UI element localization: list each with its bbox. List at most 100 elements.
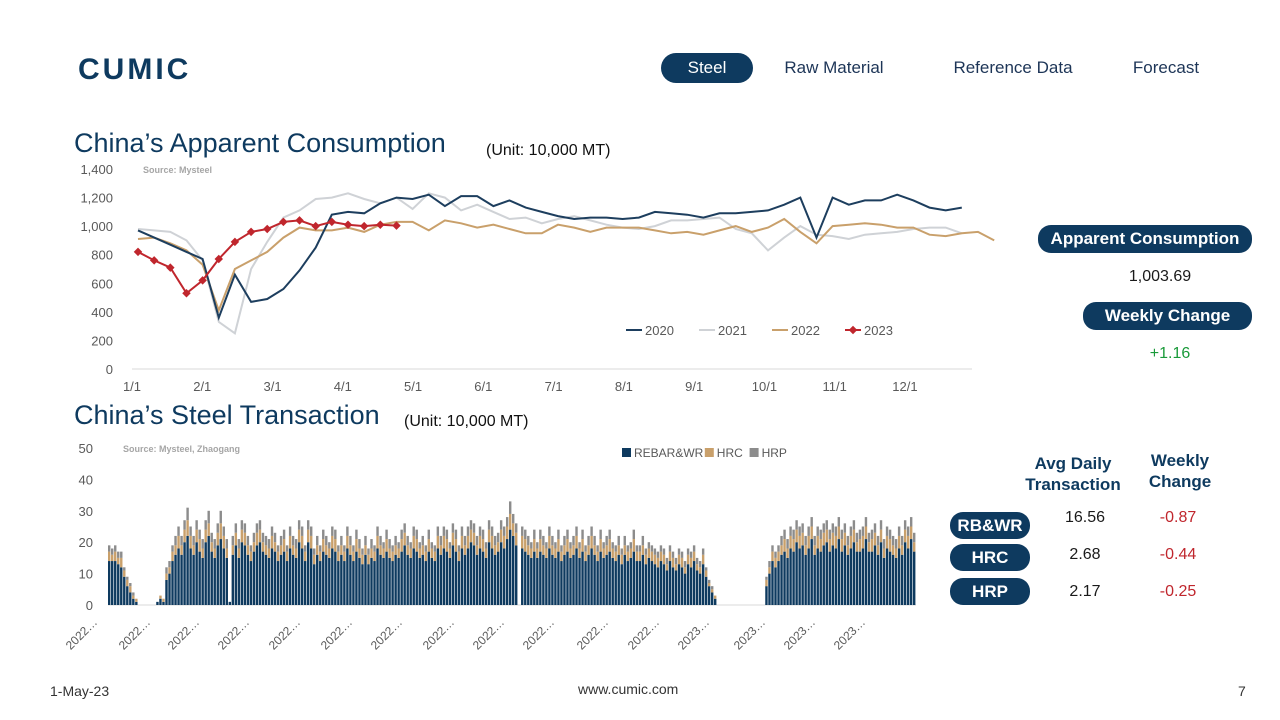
bar-segment xyxy=(294,557,298,605)
bar-segment xyxy=(505,539,509,605)
bar-segment xyxy=(584,561,587,605)
bar-segment xyxy=(873,545,877,605)
data-point-2023 xyxy=(133,247,143,257)
bar-segment xyxy=(288,548,292,605)
bar-segment xyxy=(695,570,699,605)
bar-segment xyxy=(207,523,210,536)
footer-url[interactable]: www.cumic.com xyxy=(578,681,679,697)
bar-segment xyxy=(846,535,850,546)
bar-segment xyxy=(192,545,195,555)
bar-segment xyxy=(382,557,385,605)
bar-segment xyxy=(472,545,476,605)
bar-segment xyxy=(515,545,518,605)
bar-segment xyxy=(584,551,587,562)
bar-segment xyxy=(183,520,186,530)
bar-segment xyxy=(303,545,307,552)
bar-segment xyxy=(168,567,171,574)
bar-segment xyxy=(415,551,418,605)
bar-segment xyxy=(605,545,608,555)
hrc-avg: 2.68 xyxy=(1069,546,1101,563)
hrp-avg: 2.17 xyxy=(1069,583,1101,600)
bar-segment xyxy=(650,551,654,562)
bar-segment xyxy=(894,548,898,558)
bar-segment xyxy=(120,551,123,558)
bar-segment xyxy=(786,539,789,549)
bar-segment xyxy=(578,542,581,549)
bar-segment xyxy=(325,535,328,546)
bar-segment xyxy=(349,554,352,605)
bar-segment xyxy=(216,532,219,546)
bar-segment xyxy=(328,542,331,549)
bar-segment xyxy=(337,545,340,552)
bar-segment xyxy=(843,523,847,533)
bar-segment xyxy=(602,557,605,605)
bar-segment xyxy=(777,551,780,562)
bar-segment xyxy=(240,529,244,543)
bar-segment xyxy=(587,545,590,555)
nav-tab-raw-material[interactable]: Raw Material xyxy=(770,53,898,83)
bar-segment xyxy=(355,529,358,540)
nav-tab-reference-data[interactable]: Reference Data xyxy=(940,53,1086,83)
legend-swatch xyxy=(704,448,714,457)
bar-segment xyxy=(132,592,135,596)
bar-segment xyxy=(297,529,301,543)
bar-segment xyxy=(822,532,825,546)
bar-segment xyxy=(641,545,645,555)
bar-segment xyxy=(466,548,470,605)
y-tick-label: 0 xyxy=(86,598,93,613)
bar-segment xyxy=(123,567,126,571)
bar-segment xyxy=(189,548,192,605)
bar-segment xyxy=(300,548,304,605)
bar-segment xyxy=(201,548,204,558)
bar-segment xyxy=(560,551,563,562)
bar-segment xyxy=(909,539,913,605)
bar-segment xyxy=(120,567,123,605)
bar-segment xyxy=(394,545,397,555)
bar-segment xyxy=(602,542,605,549)
bar-segment xyxy=(792,551,795,605)
bar-segment xyxy=(300,535,304,549)
bar-segment xyxy=(361,554,364,565)
bar-segment xyxy=(376,548,379,605)
bar-segment xyxy=(698,561,702,568)
bar-segment xyxy=(668,545,672,552)
bar-segment xyxy=(662,564,666,605)
bar-segment xyxy=(801,523,804,533)
bar-segment xyxy=(264,545,268,555)
bar-segment xyxy=(545,557,548,605)
bar-segment xyxy=(340,535,343,546)
bar-segment xyxy=(834,526,838,536)
bar-segment xyxy=(204,520,207,530)
bar-segment xyxy=(186,520,189,536)
bar-segment xyxy=(273,542,277,552)
bar-segment xyxy=(683,573,687,605)
nav-tab-forecast[interactable]: Forecast xyxy=(1118,53,1214,83)
bar-segment xyxy=(282,539,286,552)
bar-segment xyxy=(578,557,581,605)
x-tick-label: 2022… xyxy=(63,615,100,652)
bar-segment xyxy=(358,539,361,549)
bar-segment xyxy=(533,551,536,605)
bar-segment xyxy=(210,542,213,552)
bar-segment xyxy=(397,548,400,558)
bar-segment xyxy=(701,564,705,605)
bar-segment xyxy=(373,551,376,562)
bar-segment xyxy=(596,545,599,552)
nav-tab-steel[interactable]: Steel xyxy=(661,53,753,83)
bar-segment xyxy=(575,548,578,605)
bar-segment xyxy=(403,523,406,533)
x-tick-label: 3/1 xyxy=(263,379,281,394)
bar-segment xyxy=(849,548,853,605)
bar-segment xyxy=(572,535,575,546)
bar-segment xyxy=(454,551,458,605)
bar-segment xyxy=(484,548,488,558)
bar-segment xyxy=(903,520,907,530)
bar-segment xyxy=(376,535,379,549)
chart-source: Source: Mysteel, Zhaogang xyxy=(123,444,240,454)
bar-segment xyxy=(677,548,681,555)
bar-segment xyxy=(542,535,545,546)
bar-segment xyxy=(460,535,464,549)
y-tick-label: 40 xyxy=(79,472,93,487)
bar-segment xyxy=(596,561,599,605)
transaction-title: China’s Steel Transaction xyxy=(74,400,380,430)
